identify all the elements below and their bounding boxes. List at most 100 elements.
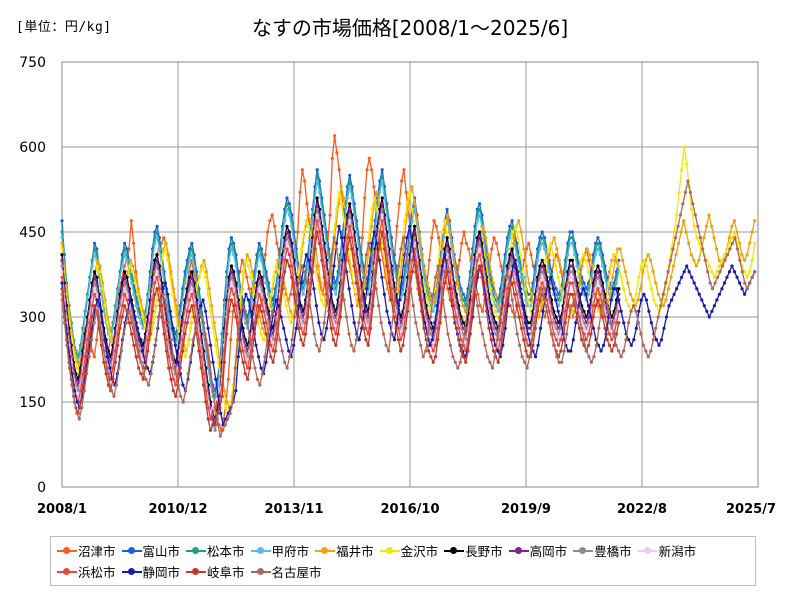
data-point [264, 332, 268, 336]
data-point [196, 315, 200, 319]
data-point [511, 264, 515, 268]
data-point [508, 230, 512, 234]
data-point [229, 298, 233, 302]
data-point [292, 241, 296, 245]
data-point [461, 304, 465, 308]
data-point [753, 219, 757, 223]
data-point [248, 258, 252, 262]
data-point [539, 326, 543, 330]
data-point [253, 366, 257, 370]
data-point [243, 321, 247, 325]
data-point [382, 332, 386, 336]
data-point [503, 326, 507, 330]
data-point [120, 264, 124, 268]
data-point [566, 292, 570, 296]
data-point [559, 349, 563, 353]
data-point [396, 338, 400, 342]
data-point [664, 281, 668, 285]
data-point [697, 292, 701, 296]
data-point [524, 349, 528, 353]
data-point [125, 247, 129, 251]
data-point [687, 241, 691, 245]
data-point [532, 321, 537, 325]
data-point [134, 304, 138, 308]
data-point [414, 321, 418, 325]
data-point [263, 355, 267, 359]
data-point [227, 309, 231, 313]
data-point [325, 298, 329, 302]
data-point [190, 275, 194, 279]
data-point [196, 281, 200, 285]
data-point [482, 292, 486, 296]
data-point [264, 360, 268, 364]
data-point [314, 270, 318, 274]
legend-marker [250, 546, 271, 556]
data-point [289, 292, 293, 296]
data-point [735, 230, 739, 234]
data-point [587, 343, 591, 347]
data-point [568, 292, 572, 296]
data-point [357, 338, 361, 342]
data-point [493, 309, 497, 313]
data-point [164, 241, 168, 245]
data-point [375, 207, 379, 211]
data-point [403, 326, 407, 330]
data-point [174, 383, 178, 387]
data-point [636, 321, 641, 325]
data-point [362, 326, 366, 330]
data-point [287, 236, 291, 240]
data-point [283, 360, 287, 364]
data-point [515, 292, 519, 296]
data-point [451, 355, 455, 359]
data-point [629, 309, 633, 313]
data-point [277, 304, 281, 308]
data-point [617, 349, 621, 353]
data-point [675, 287, 679, 291]
data-point [298, 190, 302, 194]
data-point [241, 304, 245, 308]
data-point [105, 355, 109, 359]
data-point [508, 281, 512, 285]
data-point [491, 349, 496, 353]
data-point [238, 315, 242, 319]
data-point [431, 349, 435, 353]
data-point [312, 287, 316, 291]
data-point [282, 292, 286, 296]
data-point [681, 202, 685, 206]
data-point [190, 241, 194, 245]
data-point [276, 281, 280, 285]
data-point [70, 383, 74, 387]
data-point [275, 326, 279, 330]
data-point [95, 338, 99, 342]
data-point [139, 360, 143, 364]
data-point [139, 298, 143, 302]
data-point [344, 315, 349, 319]
data-point [336, 332, 340, 336]
data-point [75, 411, 79, 415]
data-point [132, 326, 136, 330]
data-point [609, 264, 613, 268]
data-point [547, 253, 551, 257]
data-point [627, 304, 631, 308]
data-point [512, 281, 517, 285]
data-point [60, 292, 64, 296]
data-point [475, 258, 479, 262]
data-point [692, 258, 696, 262]
data-point [443, 219, 447, 223]
data-point [639, 298, 643, 302]
data-point [290, 275, 294, 279]
data-point [85, 349, 90, 353]
data-point [683, 190, 688, 194]
data-point [177, 321, 181, 325]
data-point [335, 207, 339, 211]
data-point [691, 202, 695, 206]
data-point [313, 247, 317, 251]
data-point [400, 179, 404, 183]
data-point [617, 287, 621, 291]
data-point [214, 343, 218, 347]
data-point [596, 236, 600, 240]
data-point [540, 287, 544, 291]
data-point [342, 196, 346, 200]
data-point [496, 309, 500, 313]
data-point [520, 355, 524, 359]
